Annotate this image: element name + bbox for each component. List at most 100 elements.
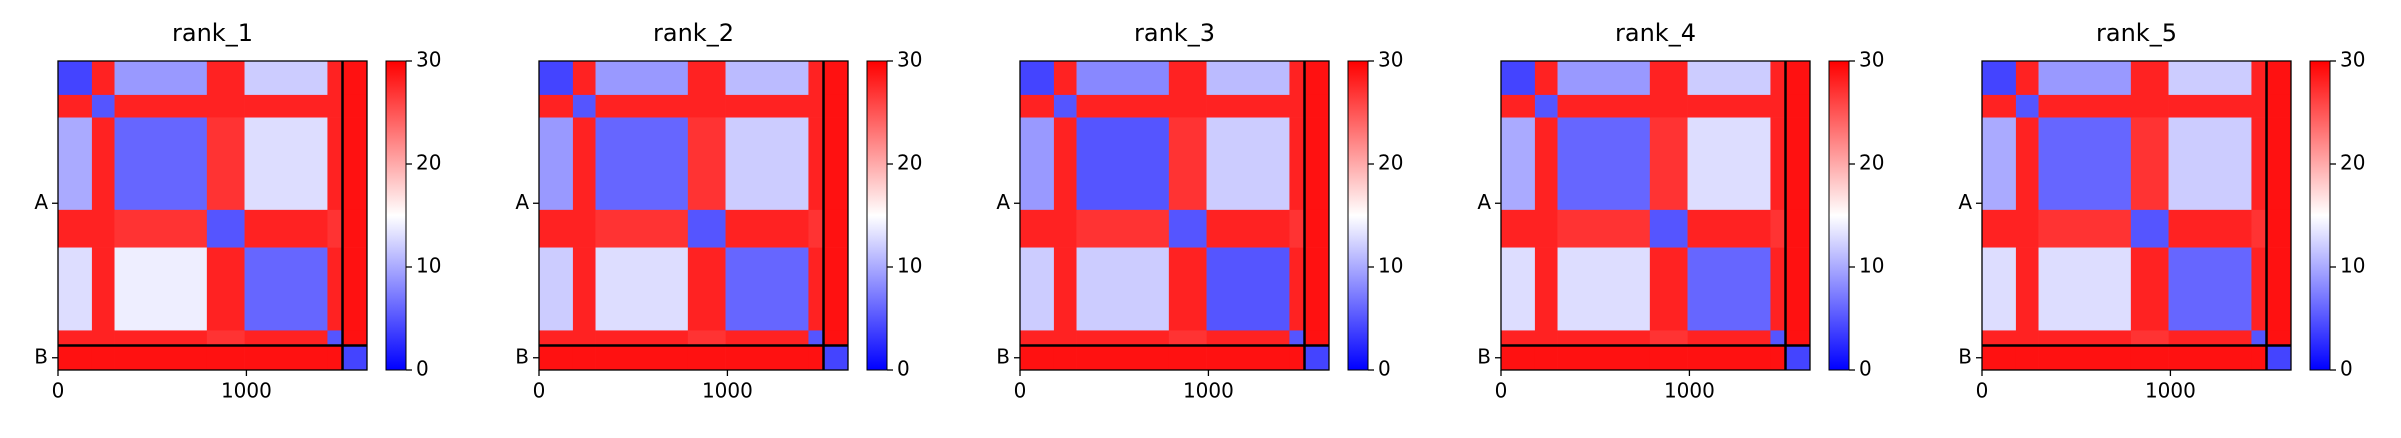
heatmap-cell bbox=[687, 345, 726, 371]
heatmap-cell bbox=[2015, 247, 2039, 331]
x-tick-label: 1000 bbox=[221, 379, 272, 403]
heatmap-cell bbox=[539, 247, 574, 331]
heatmap-cell bbox=[2266, 209, 2292, 248]
heatmap-cell bbox=[1770, 209, 1786, 248]
y-tick-label: A bbox=[515, 190, 529, 214]
colorbar-tick-label: 0 bbox=[2340, 357, 2353, 381]
colorbar-tick-label: 10 bbox=[1378, 254, 1403, 278]
heatmap-cell bbox=[1534, 61, 1558, 96]
heatmap-cell bbox=[1020, 117, 1055, 211]
heatmap-cell bbox=[1206, 117, 1290, 211]
heatmap-cell bbox=[2038, 247, 2132, 331]
heatmap-cell bbox=[206, 94, 245, 118]
colorbar-tick-label: 20 bbox=[2340, 151, 2365, 175]
colorbar bbox=[1347, 60, 1369, 371]
heatmap-cell bbox=[572, 117, 596, 211]
heatmap-cell bbox=[2168, 330, 2252, 346]
y-tick-label: A bbox=[1477, 190, 1491, 214]
heatmap-cell bbox=[539, 330, 574, 346]
colorbar-tick-label: 20 bbox=[1378, 151, 1403, 175]
heatmap-cell bbox=[91, 117, 115, 211]
x-tick-label: 0 bbox=[52, 379, 65, 403]
colorbar bbox=[1828, 60, 1850, 371]
colorbar bbox=[2309, 60, 2331, 371]
heatmap-cell bbox=[2130, 247, 2169, 331]
colorbar-tick-label: 30 bbox=[1378, 48, 1403, 72]
heatmap-cell bbox=[91, 345, 115, 371]
heatmap-cell bbox=[1982, 330, 2017, 346]
heatmap-cell bbox=[725, 330, 809, 346]
heatmap-cell bbox=[2251, 117, 2267, 211]
x-tick-label: 0 bbox=[1976, 379, 1989, 403]
colorbar-tick-label: 30 bbox=[1859, 48, 1884, 72]
heatmap-cell bbox=[1501, 247, 1536, 331]
y-tick-label: A bbox=[996, 190, 1010, 214]
axes-frame bbox=[1500, 60, 1811, 371]
heatmap-cell bbox=[1304, 61, 1330, 96]
heatmap-cell bbox=[572, 345, 596, 371]
heatmap-cell bbox=[2015, 209, 2039, 248]
y-tick-label: B bbox=[996, 344, 1010, 368]
heatmap-cell bbox=[114, 61, 208, 96]
heatmap-cell bbox=[114, 209, 208, 248]
heatmap-cell bbox=[725, 209, 809, 248]
y-tick-label: B bbox=[1477, 344, 1491, 368]
heatmap-cell bbox=[1053, 94, 1077, 118]
heatmap-cell bbox=[1785, 94, 1811, 118]
y-tick-label: B bbox=[34, 344, 48, 368]
heatmap-cell bbox=[244, 345, 328, 371]
heatmap-cell bbox=[58, 330, 93, 346]
heatmap-cell bbox=[572, 247, 596, 331]
heatmap-cell bbox=[2266, 61, 2292, 96]
heatmap-cell bbox=[808, 209, 824, 248]
colorbar-tick-label: 20 bbox=[1859, 151, 1884, 175]
heatmap-cell bbox=[1770, 61, 1786, 96]
axes-frame bbox=[1981, 60, 2292, 371]
heatmap-cell bbox=[1053, 117, 1077, 211]
heatmap-cell bbox=[1168, 94, 1207, 118]
heatmap-cell bbox=[114, 247, 208, 331]
heatmap-cell bbox=[725, 345, 809, 371]
heatmap-cell bbox=[1557, 330, 1651, 346]
heatmap-cell bbox=[2168, 94, 2252, 118]
heatmap-cell bbox=[2266, 94, 2292, 118]
heatmap-cell bbox=[2251, 247, 2267, 331]
heatmap-cell bbox=[114, 94, 208, 118]
heatmap-cell bbox=[58, 209, 93, 248]
heatmap-cell bbox=[91, 247, 115, 331]
colorbar-tick-label: 30 bbox=[897, 48, 922, 72]
heatmap-cell bbox=[1168, 330, 1207, 346]
heatmap-cell bbox=[1501, 209, 1536, 248]
heatmap-cell bbox=[114, 345, 208, 371]
heatmap-cell bbox=[2038, 94, 2132, 118]
heatmap-cell bbox=[808, 247, 824, 331]
heatmap-cell bbox=[687, 209, 726, 248]
heatmap-cell bbox=[595, 247, 689, 331]
heatmap-cell bbox=[1289, 209, 1305, 248]
heatmap-cell bbox=[1289, 61, 1305, 96]
heatmap-cell bbox=[2251, 330, 2267, 346]
heatmap-cell bbox=[206, 61, 245, 96]
heatmap-cell bbox=[823, 94, 849, 118]
heatmap-cell bbox=[1168, 345, 1207, 371]
heatmap-cell bbox=[595, 345, 689, 371]
heatmap-cell bbox=[1982, 117, 2017, 211]
heatmap-cell bbox=[1053, 61, 1077, 96]
heatmap-cell bbox=[206, 247, 245, 331]
heatmap-cell bbox=[2015, 345, 2039, 371]
heatmap-cell bbox=[1289, 330, 1305, 346]
heatmap-cell bbox=[1053, 247, 1077, 331]
heatmap-cell bbox=[2266, 247, 2292, 331]
heatmap-cell bbox=[2130, 345, 2169, 371]
heatmap-cell bbox=[1206, 94, 1290, 118]
heatmap-cell bbox=[1649, 247, 1688, 331]
heatmap-cell bbox=[687, 117, 726, 211]
heatmap-cell bbox=[808, 117, 824, 211]
heatmap-cell bbox=[1982, 247, 2017, 331]
heatmap-cell bbox=[2251, 345, 2267, 371]
heatmap-cell bbox=[327, 330, 343, 346]
heatmap-cell bbox=[1020, 61, 1055, 96]
colorbar-tick-label: 0 bbox=[416, 357, 429, 381]
heatmap-cell bbox=[327, 209, 343, 248]
heatmap-cell bbox=[2130, 209, 2169, 248]
